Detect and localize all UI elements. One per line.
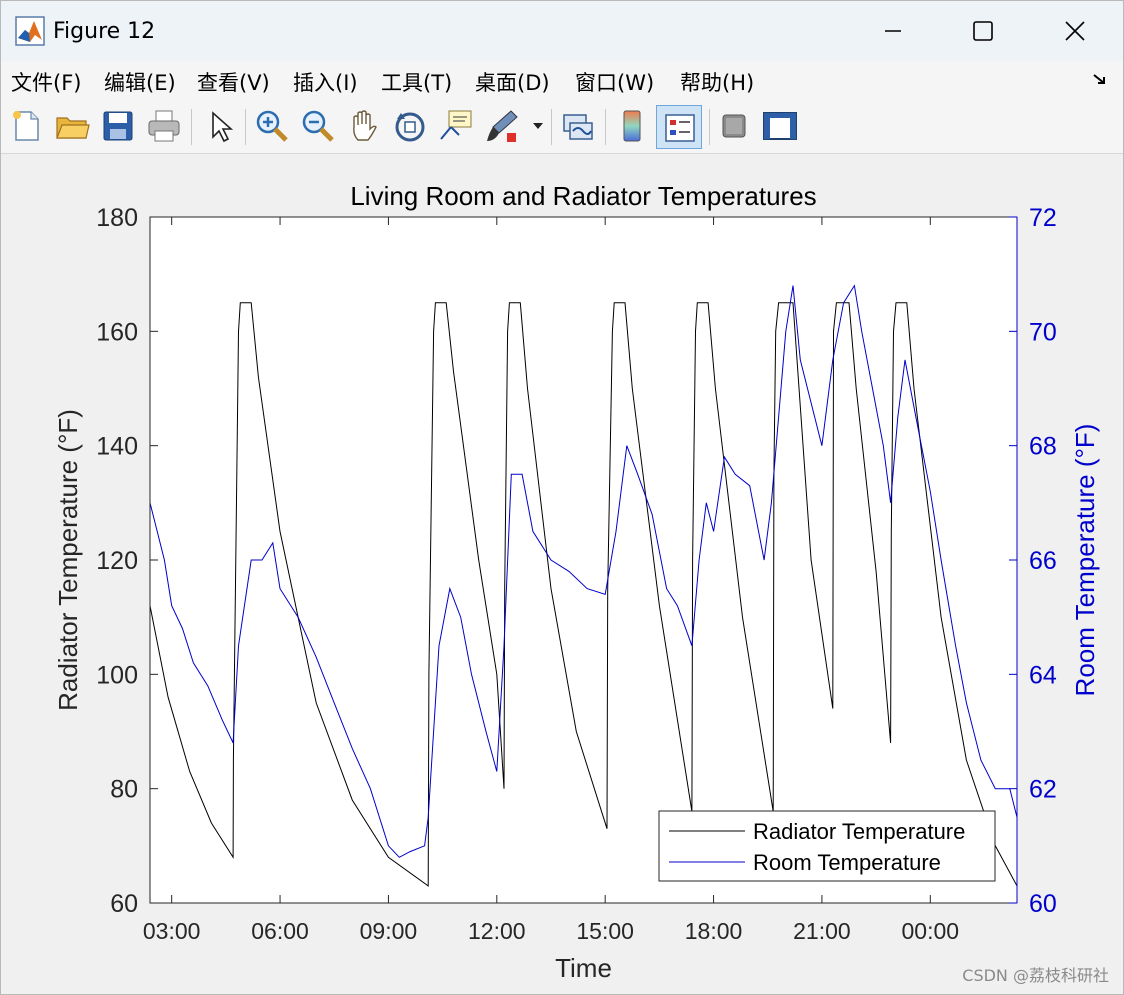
menu-view[interactable]: 查看(V): [197, 71, 270, 95]
menu-tools[interactable]: 工具(T): [381, 71, 453, 95]
right-y-axis-label: Room Temperature (°F): [1070, 424, 1100, 697]
right-y-tick-label: 64: [1029, 661, 1057, 689]
legend-box: [658, 810, 996, 882]
brush-dropdown-icon[interactable]: [531, 121, 545, 131]
x-tick-label: 06:00: [251, 918, 309, 944]
title-bar[interactable]: Figure 12: [1, 1, 1123, 61]
print-icon[interactable]: [145, 107, 183, 145]
right-y-tick-label: 68: [1029, 433, 1057, 461]
close-button[interactable]: [1029, 1, 1121, 61]
select-arrow-icon[interactable]: [201, 107, 239, 145]
left-y-axis-label: Radiator Temperature (°F): [53, 409, 83, 711]
window-title: Figure 12: [53, 19, 156, 44]
legend-label-radiator: Radiator Temperature: [753, 819, 965, 844]
menu-window[interactable]: 窗口(W): [575, 71, 655, 95]
x-tick-label: 12:00: [468, 918, 526, 944]
zoom-in-icon[interactable]: [253, 107, 291, 145]
ticks-layer: 03:00 06:00 09:00 12:00 15:00 18:00 21:00 00:00…: [96, 204, 1057, 944]
radiator-temperature-line: [149, 302, 1018, 887]
minimize-button[interactable]: [847, 1, 939, 61]
right-y-tick-label: 70: [1029, 318, 1057, 346]
right-y-tick-label: 66: [1029, 547, 1057, 575]
legend-label-room: Room Temperature: [753, 850, 941, 875]
menu-desktop[interactable]: 桌面(D): [475, 71, 550, 95]
series-layer: [149, 284, 1018, 887]
toolbar-separator: [605, 109, 606, 145]
figure-canvas: 03:00 06:00 09:00 12:00 15:00 18:00 21:00 00:00…: [1, 154, 1123, 994]
left-y-tick-label: 60: [110, 890, 138, 918]
left-y-tick-label: 160: [96, 318, 138, 346]
zoom-out-icon[interactable]: [299, 107, 337, 145]
maximize-icon: [973, 21, 993, 41]
minimize-icon: [885, 30, 901, 32]
menu-insert[interactable]: 插入(I): [293, 71, 358, 95]
pan-hand-icon[interactable]: [345, 107, 383, 145]
new-file-icon[interactable]: [7, 107, 45, 145]
x-tick-label: 03:00: [143, 918, 201, 944]
hide-plot-tools-icon[interactable]: [715, 107, 753, 145]
right-y-tick-label: 60: [1029, 890, 1057, 918]
legend-icon: [665, 114, 695, 142]
menu-edit[interactable]: 编辑(E): [104, 71, 176, 95]
menu-help[interactable]: 帮助(H): [680, 71, 755, 95]
x-tick-label: 15:00: [576, 918, 634, 944]
menu-bar: 文件(F) 编辑(E) 查看(V) 插入(I) 工具(T) 桌面(D) 窗口(W…: [1, 61, 1123, 101]
data-cursor-icon[interactable]: [437, 107, 475, 145]
open-folder-icon[interactable]: [53, 107, 91, 145]
show-plot-tools-icon[interactable]: [761, 107, 799, 145]
right-y-tick-label: 62: [1029, 776, 1057, 804]
dock-arrow-icon[interactable]: [1091, 71, 1109, 89]
left-y-tick-label: 100: [96, 661, 138, 689]
x-tick-label: 09:00: [360, 918, 418, 944]
toolbar: [1, 101, 1123, 154]
save-icon[interactable]: [99, 107, 137, 145]
colorbar-icon[interactable]: [613, 107, 651, 145]
x-tick-label: 00:00: [902, 918, 960, 944]
toolbar-separator: [551, 109, 552, 145]
brush-icon[interactable]: [483, 107, 521, 145]
close-icon: [1065, 21, 1085, 41]
toolbar-separator: [709, 109, 710, 145]
maximize-button[interactable]: [937, 1, 1029, 61]
legend-button[interactable]: [656, 105, 702, 149]
right-y-tick-label: 72: [1029, 204, 1057, 232]
link-plot-icon[interactable]: [559, 107, 597, 145]
menu-file[interactable]: 文件(F): [11, 71, 82, 95]
watermark: CSDN @荔枝科研社: [962, 966, 1109, 985]
plot-area: [150, 217, 1017, 903]
legend[interactable]: Radiator Temperature Room Temperature: [658, 810, 996, 882]
x-tick-label: 21:00: [793, 918, 851, 944]
left-y-tick-label: 180: [96, 204, 138, 232]
x-axis-label: Time: [555, 953, 612, 983]
left-y-tick-label: 120: [96, 547, 138, 575]
rotate-3d-icon[interactable]: [391, 107, 429, 145]
toolbar-separator: [191, 109, 192, 145]
chart-title: Living Room and Radiator Temperatures: [350, 181, 816, 211]
left-y-tick-label: 140: [96, 433, 138, 461]
x-tick-label: 18:00: [685, 918, 743, 944]
left-y-tick-label: 80: [110, 776, 138, 804]
matlab-logo-icon: [15, 16, 45, 46]
chart-svg[interactable]: 03:00 06:00 09:00 12:00 15:00 18:00 21:00 00:00…: [1, 154, 1123, 994]
toolbar-separator: [245, 109, 246, 145]
room-temperature-line: [149, 284, 1018, 858]
